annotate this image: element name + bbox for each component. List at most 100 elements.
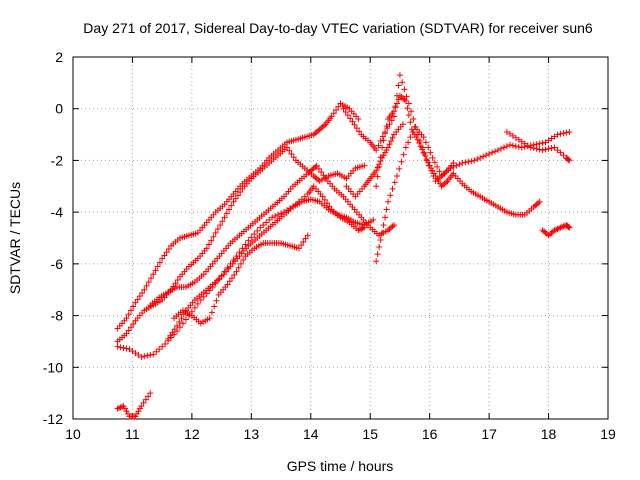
data-point	[564, 156, 571, 163]
data-point	[391, 179, 398, 186]
data-point	[393, 92, 400, 99]
data-point	[405, 100, 412, 107]
data-point	[373, 258, 380, 265]
data-point	[144, 352, 151, 359]
y-tick-label: -6	[51, 256, 64, 272]
data-point	[403, 93, 410, 100]
data-point	[231, 271, 238, 278]
y-axis-label: SDTVAR / TECUs	[7, 182, 23, 294]
data-point	[389, 134, 396, 141]
series-track-j	[340, 72, 457, 185]
data-point	[398, 94, 405, 101]
data-point	[132, 299, 139, 306]
data-point	[212, 280, 219, 287]
data-point	[321, 122, 328, 129]
data-point	[275, 211, 282, 218]
data-point	[413, 134, 420, 141]
data-point	[116, 405, 123, 412]
data-point	[315, 127, 322, 134]
data-point	[315, 165, 322, 172]
data-point	[237, 260, 244, 267]
data-point	[123, 330, 130, 337]
data-point	[174, 277, 181, 284]
data-point	[405, 112, 412, 119]
data-point	[391, 222, 397, 229]
data-point	[319, 193, 326, 200]
data-point	[541, 228, 548, 235]
data-point	[417, 143, 424, 150]
plot-frame	[72, 56, 609, 420]
data-point	[382, 128, 389, 135]
data-point	[545, 145, 552, 152]
data-point	[388, 117, 395, 124]
data-point	[495, 147, 502, 154]
data-point	[379, 229, 386, 236]
data-point	[564, 223, 571, 230]
data-point	[555, 225, 562, 232]
data-point	[266, 216, 273, 223]
data-point	[391, 108, 397, 115]
series-track-m	[539, 222, 573, 239]
data-point	[210, 233, 217, 240]
data-point	[404, 105, 411, 112]
data-point	[374, 251, 381, 258]
data-point	[344, 112, 351, 119]
data-point	[393, 100, 400, 107]
data-point	[351, 121, 358, 128]
data-point	[240, 256, 247, 263]
data-point	[156, 259, 163, 266]
data-point	[171, 326, 178, 333]
data-point	[123, 345, 130, 352]
data-point	[130, 320, 137, 327]
series-track-f	[171, 232, 311, 327]
x-tick-label: 18	[541, 426, 557, 442]
data-point	[156, 346, 163, 353]
data-point	[316, 126, 323, 133]
data-point	[383, 147, 390, 154]
data-point	[208, 237, 215, 244]
data-point	[304, 232, 311, 239]
data-point	[547, 231, 554, 238]
data-point	[489, 149, 496, 156]
data-point	[165, 245, 172, 252]
data-point	[539, 139, 546, 146]
x-tick-label: 12	[184, 426, 200, 442]
data-point	[208, 309, 215, 316]
data-point	[427, 149, 434, 156]
y-tick-label: -12	[43, 411, 63, 427]
data-point	[412, 123, 419, 130]
x-tick-label: 16	[422, 426, 438, 442]
data-point	[114, 405, 121, 412]
data-point	[359, 225, 366, 232]
data-point	[147, 352, 154, 359]
data-point	[402, 144, 409, 151]
data-point	[408, 108, 415, 115]
data-point	[214, 225, 221, 232]
data-point	[234, 192, 241, 199]
data-point	[150, 351, 157, 358]
data-point	[566, 224, 573, 231]
data-point	[272, 213, 279, 220]
data-point	[312, 163, 319, 170]
data-point	[318, 169, 325, 176]
data-point	[527, 144, 534, 151]
data-point	[335, 103, 342, 110]
data-point	[548, 229, 555, 236]
data-point	[509, 142, 516, 149]
data-point	[386, 121, 393, 128]
data-point	[123, 315, 130, 322]
data-point	[375, 142, 382, 149]
data-point	[361, 162, 368, 169]
data-point	[566, 128, 573, 135]
data-point	[421, 150, 428, 157]
data-point	[431, 170, 438, 177]
data-point	[533, 201, 540, 208]
data-point	[301, 193, 308, 200]
data-point	[428, 167, 435, 174]
y-tick-label: -10	[43, 359, 63, 375]
data-point	[563, 129, 570, 136]
data-point	[136, 405, 143, 412]
data-point	[163, 249, 170, 256]
data-point	[565, 224, 572, 231]
data-point	[125, 311, 132, 318]
